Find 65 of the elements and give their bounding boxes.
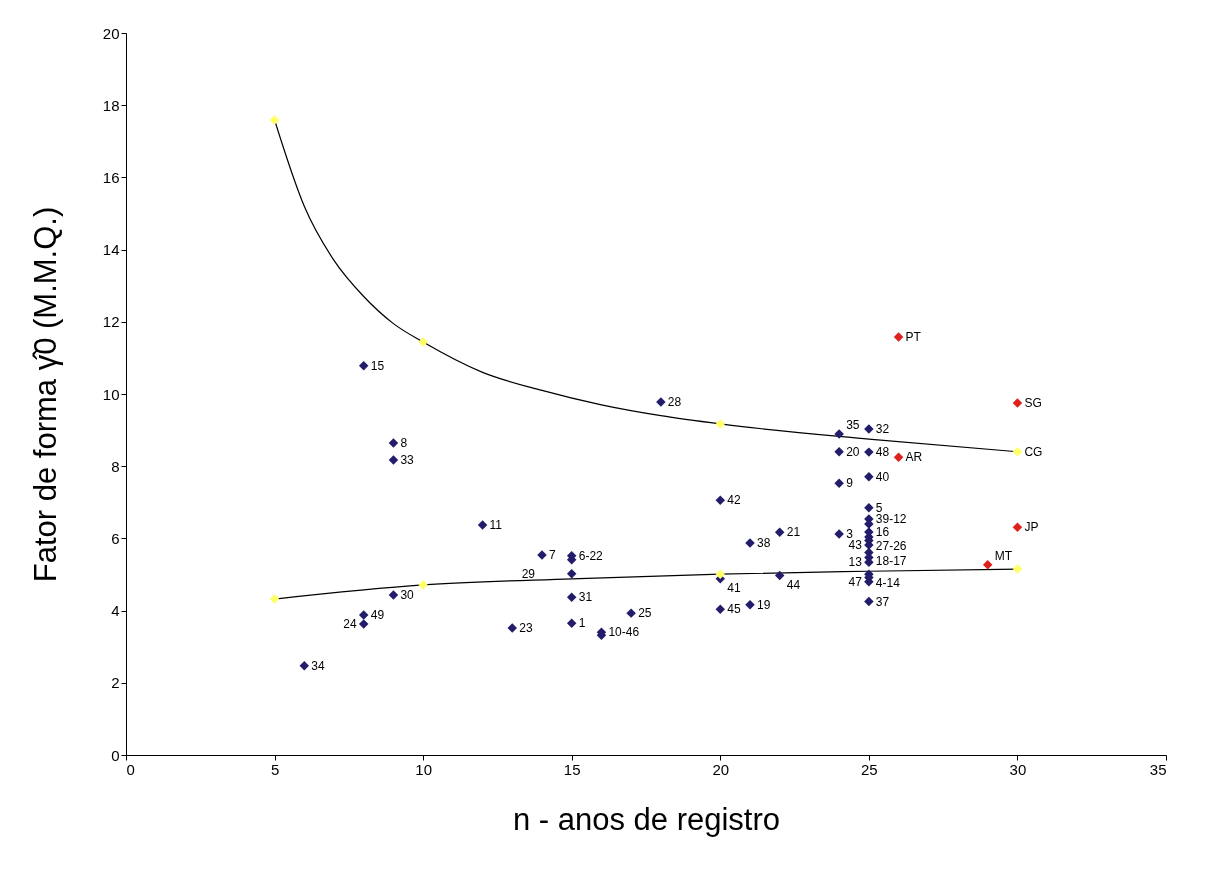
y-axis-title: Fator de forma γ̂0 (M.M.Q.): [27, 206, 63, 583]
annotation: MT: [994, 548, 1013, 563]
y-tick-label: 12: [102, 313, 120, 331]
annotation: 25: [638, 606, 652, 621]
annotation: 47: [848, 574, 863, 589]
x-tick-label: 0: [126, 760, 135, 778]
annotation: 41: [727, 580, 741, 595]
y-tick-label: 6: [111, 529, 120, 547]
x-tick-label: 35: [1149, 760, 1167, 778]
annotation: 10-46: [608, 625, 640, 640]
y-tick-label: 14: [102, 241, 120, 259]
annotation: 37: [875, 594, 890, 609]
annotation: 21: [786, 525, 801, 540]
annotation: PT: [905, 329, 922, 344]
y-tick-label: 4: [111, 602, 120, 620]
annotation: 31: [578, 590, 593, 605]
x-tick-label: 25: [861, 760, 878, 778]
x-tick-label: 5: [270, 760, 280, 778]
annotation: SG: [1024, 396, 1042, 411]
annotation: JP: [1024, 520, 1039, 535]
x-tick-label: 10: [415, 760, 432, 778]
annotation: 30: [400, 588, 415, 603]
annotation: 40: [875, 469, 890, 484]
annotation: 19: [757, 597, 771, 612]
y-tick-label: 8: [111, 457, 120, 475]
annotation: 15: [370, 358, 385, 373]
annotation: 4-14: [875, 576, 901, 591]
annotation: CG: [1024, 444, 1043, 459]
x-tick-label: 30: [1009, 760, 1027, 778]
annotation: 20: [846, 444, 860, 459]
annotation: 6-22: [578, 548, 604, 563]
annotation: 24: [343, 616, 358, 631]
x-axis-title: n - anos de registro: [512, 801, 781, 837]
y-tick-label: 16: [102, 168, 120, 186]
annotation: 32: [875, 422, 890, 437]
y-tick-label: 2: [111, 674, 120, 692]
annotation: 38: [757, 536, 771, 551]
y-tick-label: 20: [102, 24, 120, 42]
annotation: 23: [519, 620, 533, 635]
y-tick-label: 0: [111, 746, 120, 764]
annotation: 48: [875, 445, 890, 460]
annotation: 11: [489, 518, 503, 533]
annotation: 1: [578, 616, 586, 631]
annotation: 27-26: [875, 538, 907, 553]
annotation: 43: [848, 537, 863, 552]
annotation: 9: [846, 476, 854, 491]
annotation: 49: [370, 607, 385, 622]
x-tick-label: 20: [712, 760, 730, 778]
annotation: AR: [905, 450, 923, 465]
annotation: 33: [400, 453, 415, 468]
annotation: 13: [848, 555, 863, 570]
y-tick-label: 10: [102, 385, 120, 403]
annotation: 8: [400, 436, 408, 451]
annotation: 16: [875, 524, 890, 539]
annotation: 18-17: [875, 554, 907, 569]
annotation: 34: [311, 658, 325, 673]
annotation: 45: [727, 602, 741, 617]
x-tick-label: 15: [563, 760, 581, 778]
annotation: 7: [549, 548, 556, 563]
annotation: 28: [667, 394, 682, 409]
y-tick-label: 18: [102, 96, 120, 114]
annotation: 29: [521, 566, 536, 581]
annotation: 42: [727, 493, 741, 508]
annotation: 35: [846, 418, 860, 433]
annotation: 44: [786, 577, 801, 592]
